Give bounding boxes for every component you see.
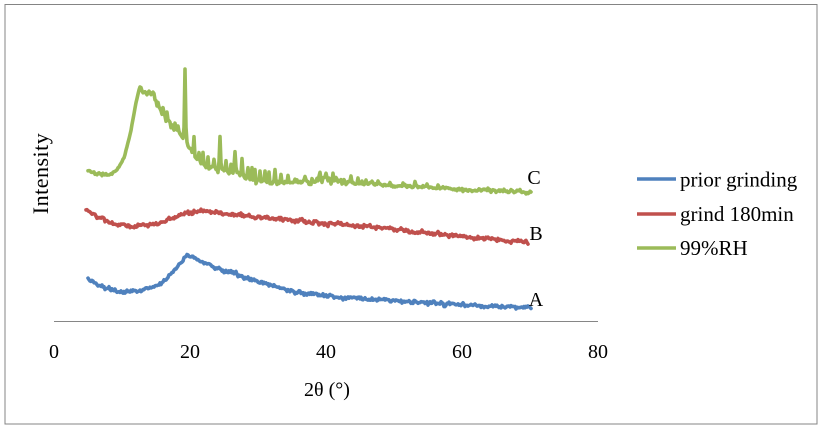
svg-text:B: B — [529, 223, 542, 245]
svg-text:20: 20 — [180, 341, 200, 363]
svg-text:0: 0 — [49, 341, 59, 363]
svg-text:40: 40 — [316, 341, 336, 363]
svg-text:C: C — [527, 167, 540, 189]
svg-text:Intensity: Intensity — [28, 133, 53, 215]
svg-text:prior grinding: prior grinding — [680, 168, 798, 192]
svg-text:99%RH: 99%RH — [680, 236, 748, 260]
svg-text:80: 80 — [588, 341, 608, 363]
svg-text:60: 60 — [452, 341, 472, 363]
svg-text:grind 180min: grind 180min — [680, 202, 794, 226]
svg-text:2θ (°): 2θ (°) — [304, 379, 350, 401]
svg-text:A: A — [529, 289, 544, 311]
